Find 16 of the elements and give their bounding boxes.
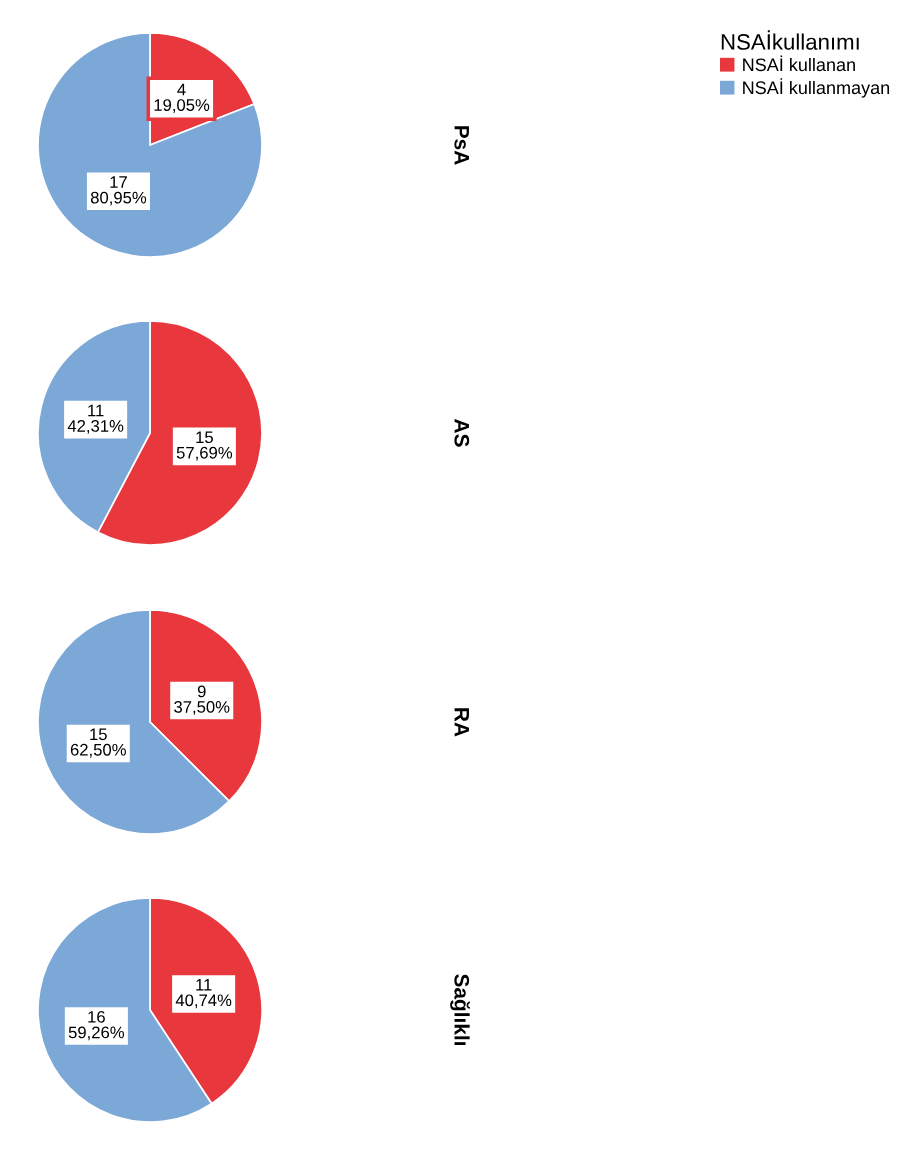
legend-label: NSAİ kullanan	[743, 55, 855, 72]
data-label: 4 19,05%	[154, 83, 210, 113]
legend-title: NSAİkullanımı	[721, 30, 859, 50]
data-label: 17 80,95%	[90, 176, 147, 206]
data-label: 11 40,74%	[175, 979, 232, 1009]
text: PsA	[454, 126, 469, 165]
data-label: 15 57,69%	[176, 431, 233, 461]
data-label: 16 59,26%	[68, 1010, 125, 1041]
text: AS	[454, 419, 470, 447]
legend-label: NSAİ kullanmayan	[743, 78, 890, 98]
text: RA	[454, 708, 469, 737]
pie-slice	[37, 32, 263, 258]
data-label: 9 37,50%	[174, 685, 230, 715]
data-label: 11 42,31%	[67, 404, 124, 434]
text: Sağlıklı	[450, 974, 470, 1046]
data-label: 15 62,50%	[70, 728, 126, 758]
